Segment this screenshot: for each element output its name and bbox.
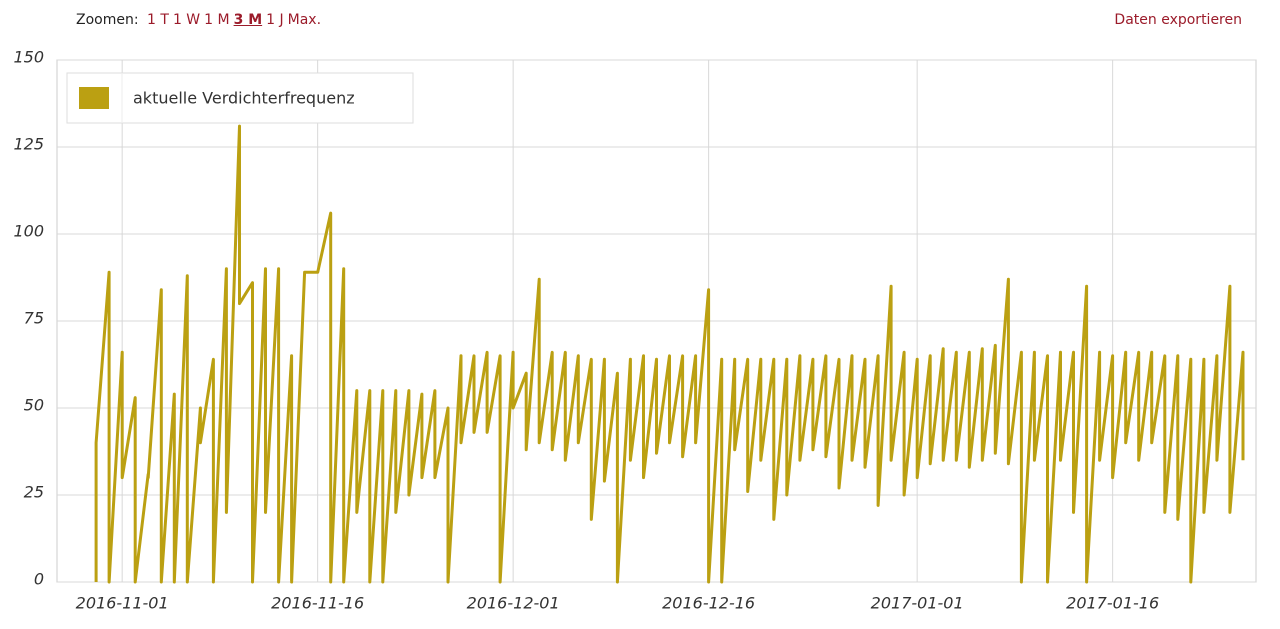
x-tick-label: 2016-12-16 bbox=[662, 594, 755, 613]
legend-box bbox=[66, 72, 414, 124]
zoom-option[interactable]: 3 M bbox=[233, 12, 263, 28]
x-tick-label: 2017-01-01 bbox=[871, 594, 964, 613]
zoom-option[interactable]: 1 J bbox=[266, 12, 284, 28]
zoom-option[interactable]: Max. bbox=[287, 12, 322, 28]
legend-label: aktuelle Verdichterfrequenz bbox=[133, 89, 355, 108]
y-tick-label: 100 bbox=[13, 222, 44, 241]
y-tick-label: 150 bbox=[13, 48, 44, 67]
x-tick-label: 2016-11-01 bbox=[76, 594, 169, 613]
zoom-option[interactable]: 1 W bbox=[172, 12, 201, 28]
y-tick-label: 50 bbox=[24, 396, 44, 415]
x-tick-label: 2016-12-01 bbox=[467, 594, 560, 613]
x-tick-label: 2016-11-16 bbox=[271, 594, 364, 613]
data-line bbox=[94, 124, 1245, 584]
legend-swatch bbox=[79, 87, 109, 109]
y-tick-label: 25 bbox=[24, 483, 44, 502]
x-tick-label: 2017-01-16 bbox=[1066, 594, 1159, 613]
y-tick-label: 75 bbox=[24, 309, 44, 328]
zoom-option[interactable]: 1 M bbox=[204, 12, 230, 28]
zoom-label: Zoomen: bbox=[76, 12, 139, 28]
legend: aktuelle Verdichterfrequenz bbox=[66, 72, 414, 124]
y-tick-label: 0 bbox=[34, 570, 44, 589]
export-link[interactable]: Daten exportieren bbox=[1114, 12, 1242, 28]
y-tick-label: 125 bbox=[13, 135, 44, 154]
zoom-option[interactable]: 1 T bbox=[147, 12, 169, 28]
